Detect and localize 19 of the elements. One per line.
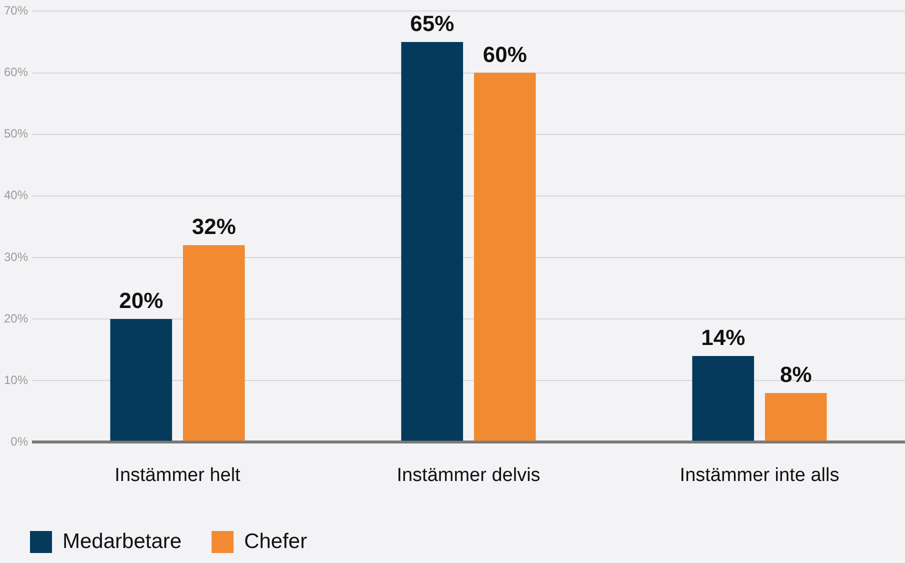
data-label: 14% xyxy=(701,325,746,350)
y-tick-label: 50% xyxy=(4,126,28,141)
data-label: 32% xyxy=(192,214,236,240)
y-tick-label: 60% xyxy=(4,65,28,80)
y-tick-label: 20% xyxy=(4,311,28,326)
data-label: 65% xyxy=(410,11,454,36)
x-tick-label: Instämmer helt xyxy=(114,464,242,486)
y-tick-label: 40% xyxy=(4,188,28,202)
data-label: 8% xyxy=(780,362,812,388)
legend-label: Medarbetare xyxy=(62,530,182,553)
data-label: 20% xyxy=(119,288,164,314)
y-tick-label: 10% xyxy=(4,372,28,387)
y-tick-label: 70% xyxy=(4,4,28,18)
x-tick-label: Instämmer inte alls xyxy=(680,464,840,486)
y-tick-label: 30% xyxy=(4,250,28,264)
x-tick-label: Instämmer delvis xyxy=(396,464,540,486)
y-tick-label: 0% xyxy=(10,434,28,449)
legend-label: Chefer xyxy=(244,530,308,553)
data-label: 60% xyxy=(482,42,527,67)
